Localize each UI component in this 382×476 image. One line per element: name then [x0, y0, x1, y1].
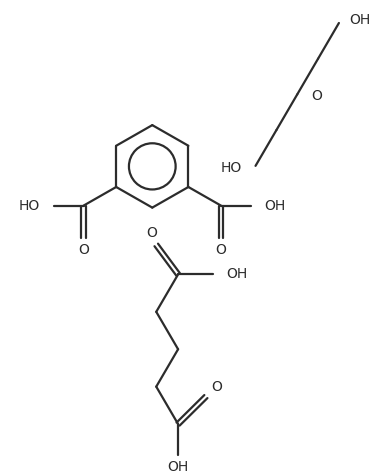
Text: OH: OH [167, 460, 189, 474]
Text: OH: OH [349, 13, 370, 27]
Text: OH: OH [265, 198, 286, 213]
Text: HO: HO [19, 198, 40, 213]
Text: O: O [146, 226, 157, 240]
Text: O: O [311, 89, 322, 103]
Text: O: O [211, 380, 222, 394]
Text: O: O [215, 243, 227, 257]
Text: HO: HO [220, 161, 242, 175]
Text: OH: OH [227, 268, 248, 281]
Text: O: O [78, 243, 89, 257]
